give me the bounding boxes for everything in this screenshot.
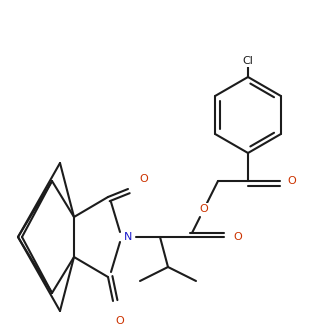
Text: O: O [200, 204, 209, 214]
Text: O: O [288, 176, 296, 186]
Text: N: N [124, 232, 132, 242]
Text: O: O [116, 316, 124, 326]
Text: O: O [234, 232, 242, 242]
Text: O: O [140, 174, 148, 184]
Text: Cl: Cl [243, 56, 254, 66]
